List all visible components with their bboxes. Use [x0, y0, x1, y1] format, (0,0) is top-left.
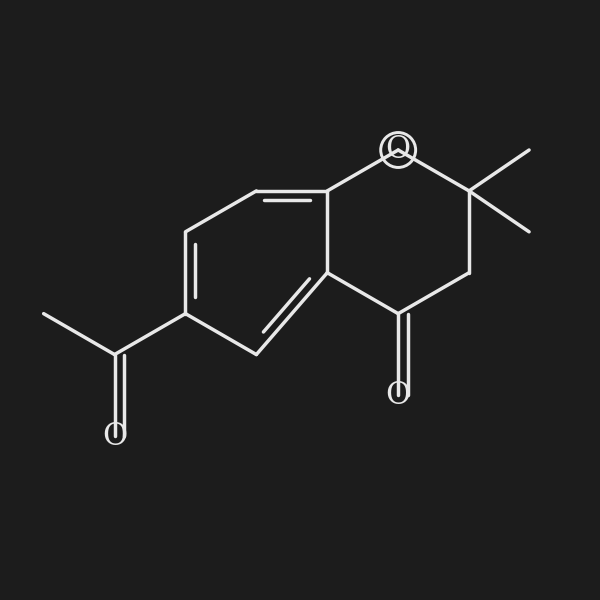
Text: O: O: [386, 134, 411, 166]
Text: O: O: [102, 421, 127, 452]
Text: O: O: [386, 380, 411, 411]
